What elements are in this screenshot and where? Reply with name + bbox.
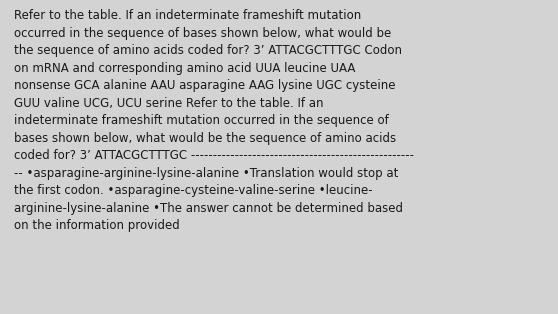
Text: Refer to the table. If an indeterminate frameshift mutation
occurred in the sequ: Refer to the table. If an indeterminate …	[14, 9, 414, 232]
